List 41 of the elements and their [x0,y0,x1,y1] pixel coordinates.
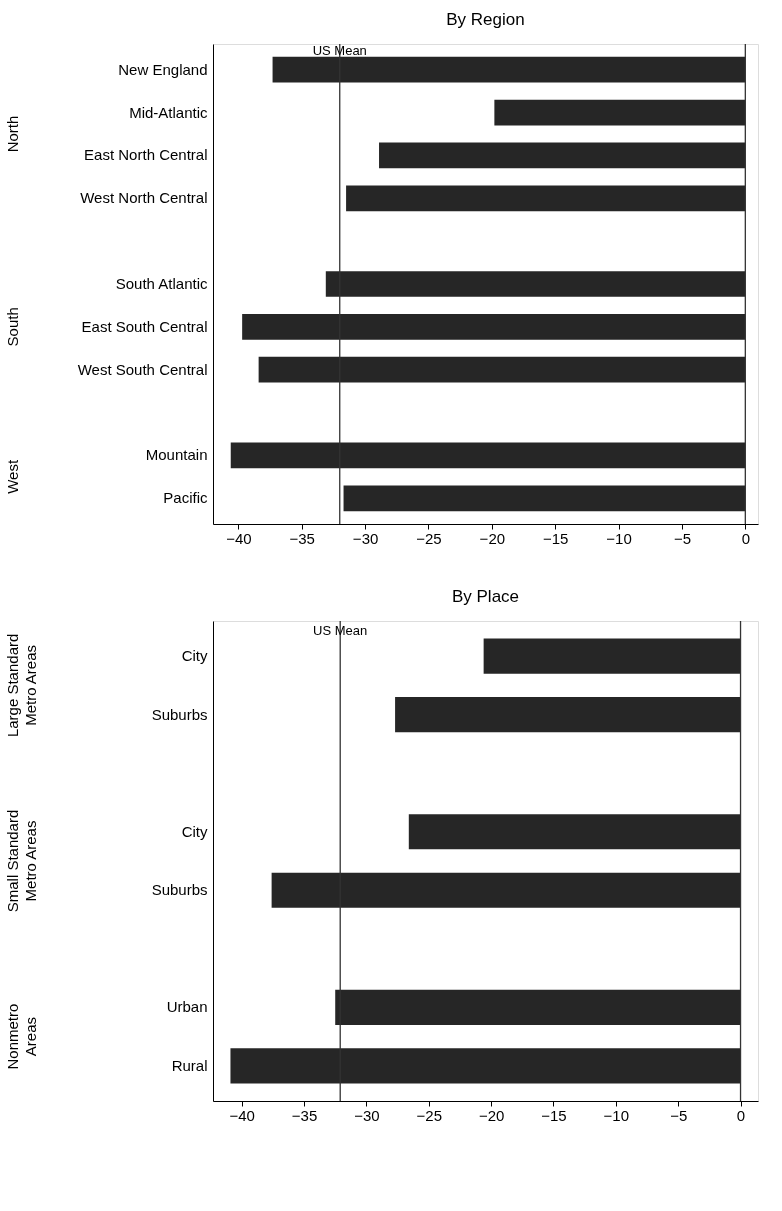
y-tick-label: East North Central [84,146,208,164]
y-tick-label: Suburbs [151,705,208,723]
text: Nonmetro Areas [4,1003,39,1070]
text: South [4,307,21,347]
text: Large Standard Metro Areas [4,633,39,738]
x-tick-label: 0 [741,529,750,547]
chart-title: By Region [446,10,525,30]
x-tick-label: −25 [416,529,442,547]
y-tick-label: City [181,647,208,665]
y-tick-label: South Atlantic [115,275,208,292]
x-tick-label: −25 [416,1106,442,1124]
x-tick-label: −10 [606,529,632,547]
y-tick-label: Mid-Atlantic [129,103,208,121]
text: Small Standard Metro Areas [4,809,39,913]
x-tick-label: −10 [603,1106,630,1124]
y-tick-label: City [181,822,208,840]
text: North [4,115,21,153]
x-tick-label: −40 [226,529,252,547]
x-tick-label: −15 [541,1106,567,1124]
x-tick-label: −30 [352,529,379,547]
x-tick-label: −20 [478,1106,505,1124]
chart-title: By Place [451,587,520,607]
x-tick-label: −5 [673,529,692,547]
y-tick-label: Suburbs [151,881,208,899]
x-tick-label: −35 [289,529,315,547]
x-tick-label: −15 [542,529,569,547]
x-tick-label: 0 [736,1106,746,1124]
y-tick-label: West South Central [77,360,208,378]
y-tick-label: West North Central [80,189,208,207]
y-tick-label: Pacific [163,489,208,507]
y-tick-label: East South Central [81,317,208,335]
y-tick-label: New England [118,60,208,78]
x-tick-label: −30 [354,1106,380,1124]
x-tick-label: −40 [229,1106,255,1124]
y-tick-label: Urban [166,998,208,1016]
x-tick-label: −5 [670,1106,688,1124]
y-tick-label: Rural [171,1056,208,1074]
x-tick-label: −35 [291,1106,318,1124]
text: West [4,459,21,494]
y-tick-label: Mountain [145,446,208,464]
x-tick-label: −20 [479,529,506,547]
